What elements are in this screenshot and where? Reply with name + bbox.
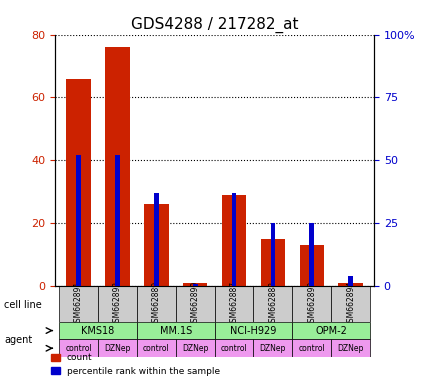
Text: control: control bbox=[221, 344, 247, 353]
Text: GSM662887: GSM662887 bbox=[230, 281, 238, 327]
Bar bbox=[66, 79, 91, 286]
Text: MM.1S: MM.1S bbox=[160, 326, 192, 336]
FancyBboxPatch shape bbox=[137, 322, 215, 339]
Text: agent: agent bbox=[4, 335, 32, 345]
Text: cell line: cell line bbox=[4, 300, 42, 310]
Bar bbox=[115, 156, 120, 286]
Text: GSM662893: GSM662893 bbox=[307, 281, 316, 327]
FancyBboxPatch shape bbox=[215, 286, 253, 322]
Text: control: control bbox=[298, 344, 325, 353]
FancyBboxPatch shape bbox=[292, 339, 331, 357]
Bar bbox=[261, 239, 285, 286]
Text: GSM662890: GSM662890 bbox=[191, 281, 200, 327]
FancyBboxPatch shape bbox=[176, 339, 215, 357]
Text: DZNep: DZNep bbox=[260, 344, 286, 353]
FancyBboxPatch shape bbox=[137, 286, 176, 322]
FancyBboxPatch shape bbox=[137, 339, 176, 357]
Bar bbox=[144, 205, 169, 286]
FancyBboxPatch shape bbox=[59, 322, 137, 339]
Text: DZNep: DZNep bbox=[104, 344, 130, 353]
FancyBboxPatch shape bbox=[215, 339, 253, 357]
FancyBboxPatch shape bbox=[292, 322, 370, 339]
FancyBboxPatch shape bbox=[331, 286, 370, 322]
FancyBboxPatch shape bbox=[215, 322, 292, 339]
Text: GSM662894: GSM662894 bbox=[346, 281, 355, 327]
Text: control: control bbox=[143, 344, 170, 353]
FancyBboxPatch shape bbox=[98, 339, 137, 357]
Title: GDS4288 / 217282_at: GDS4288 / 217282_at bbox=[131, 17, 298, 33]
Text: GSM662892: GSM662892 bbox=[113, 281, 122, 327]
FancyBboxPatch shape bbox=[253, 339, 292, 357]
Bar bbox=[154, 193, 159, 286]
Text: NCI-H929: NCI-H929 bbox=[230, 326, 277, 336]
Text: OPM-2: OPM-2 bbox=[315, 326, 347, 336]
Bar bbox=[105, 47, 130, 286]
Bar bbox=[222, 195, 246, 286]
FancyBboxPatch shape bbox=[98, 286, 137, 322]
Bar bbox=[348, 276, 353, 286]
Bar bbox=[232, 193, 236, 286]
Text: GSM662891: GSM662891 bbox=[74, 281, 83, 327]
FancyBboxPatch shape bbox=[176, 286, 215, 322]
FancyBboxPatch shape bbox=[253, 286, 292, 322]
Bar bbox=[271, 223, 275, 286]
Bar bbox=[338, 283, 363, 286]
Text: KMS18: KMS18 bbox=[81, 326, 115, 336]
Bar bbox=[300, 245, 324, 286]
FancyBboxPatch shape bbox=[331, 339, 370, 357]
Text: GSM662889: GSM662889 bbox=[152, 281, 161, 327]
Legend: count, percentile rank within the sample: count, percentile rank within the sample bbox=[47, 350, 224, 379]
Bar bbox=[309, 223, 314, 286]
Text: DZNep: DZNep bbox=[337, 344, 364, 353]
FancyBboxPatch shape bbox=[59, 339, 98, 357]
Text: DZNep: DZNep bbox=[182, 344, 208, 353]
FancyBboxPatch shape bbox=[59, 286, 98, 322]
Text: control: control bbox=[65, 344, 92, 353]
Bar bbox=[76, 156, 81, 286]
Text: GSM662888: GSM662888 bbox=[269, 281, 278, 327]
Bar bbox=[193, 284, 198, 286]
FancyBboxPatch shape bbox=[292, 286, 331, 322]
Bar bbox=[183, 283, 207, 286]
